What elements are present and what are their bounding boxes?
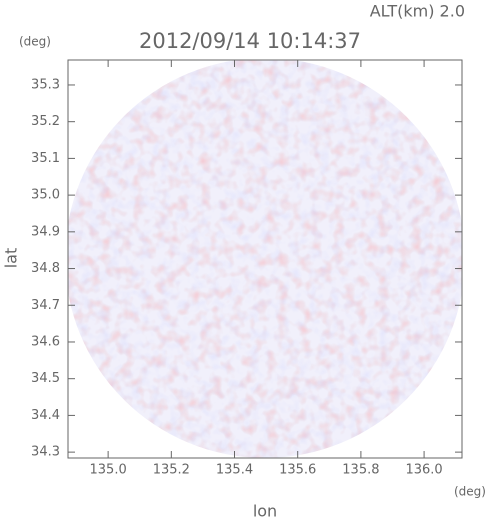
y-tick-label: 34.3 <box>31 445 60 460</box>
altitude-label: ALT(km) 2.0 <box>370 2 465 21</box>
x-tick-label: 135.8 <box>342 463 379 478</box>
y-tick-label: 35.3 <box>31 77 60 92</box>
y-tick-label: 34.6 <box>31 334 60 349</box>
y-tick-label: 34.5 <box>31 371 60 386</box>
x-tick-label: 135.4 <box>216 463 253 478</box>
y-tick-label: 34.8 <box>31 261 60 276</box>
x-tick-label: 136.0 <box>405 463 442 478</box>
x-axis-label: lon <box>253 502 277 521</box>
radar-image <box>68 60 462 458</box>
x-tick-label: 135.2 <box>153 463 190 478</box>
y-unit: (deg) <box>19 35 51 49</box>
y-tick-label: 34.9 <box>31 224 60 239</box>
y-tick-label: 34.4 <box>31 408 60 423</box>
y-tick-label: 35.2 <box>31 114 60 129</box>
x-tick-label: 135.0 <box>90 463 127 478</box>
y-tick-label: 34.7 <box>31 298 60 313</box>
x-unit: (deg) <box>454 485 486 499</box>
x-tick-label: 135.6 <box>279 463 316 478</box>
plot-frame <box>67 59 463 459</box>
chart-title: 2012/09/14 10:14:37 <box>139 29 361 53</box>
reflectivity-texture <box>68 60 462 458</box>
y-tick-label: 35.1 <box>31 151 60 166</box>
y-axis-label: lat <box>2 248 21 269</box>
y-tick-label: 35.0 <box>31 188 60 203</box>
